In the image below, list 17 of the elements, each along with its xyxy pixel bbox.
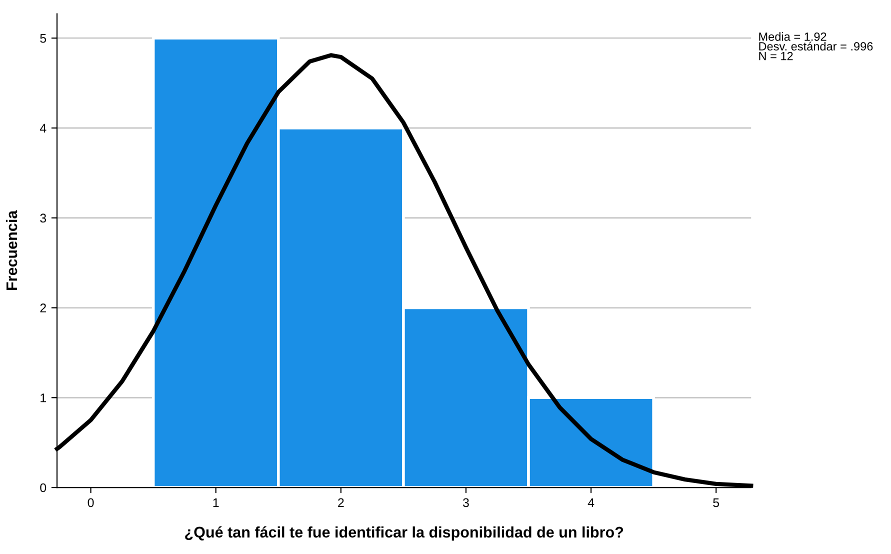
y-tick-label: 1	[40, 394, 46, 402]
x-tick-label: 1	[213, 498, 219, 507]
y-axis-title: Frecuencia	[6, 210, 18, 290]
text: N = 12	[759, 52, 793, 60]
x-tick-label: 5	[713, 498, 720, 508]
x-tick-label: 4	[588, 498, 594, 507]
x-tick-label: 0	[88, 498, 94, 508]
y-tick-label: 2	[40, 304, 46, 312]
y-tick-label: 3	[40, 214, 46, 223]
text: Media = 1.92	[759, 32, 826, 41]
x-tick-label: 3	[462, 498, 469, 508]
x-axis-title: ¿Qué tan fácil te fue identificar la disponibilidad de un libro?	[185, 526, 624, 541]
text: Desv. estándar = .996	[759, 42, 873, 51]
x-tick-label: 2	[338, 498, 344, 507]
y-tick-label: 0	[40, 483, 46, 492]
y-tick-label: 5	[40, 34, 46, 43]
y-tick-label: 4	[40, 124, 46, 133]
